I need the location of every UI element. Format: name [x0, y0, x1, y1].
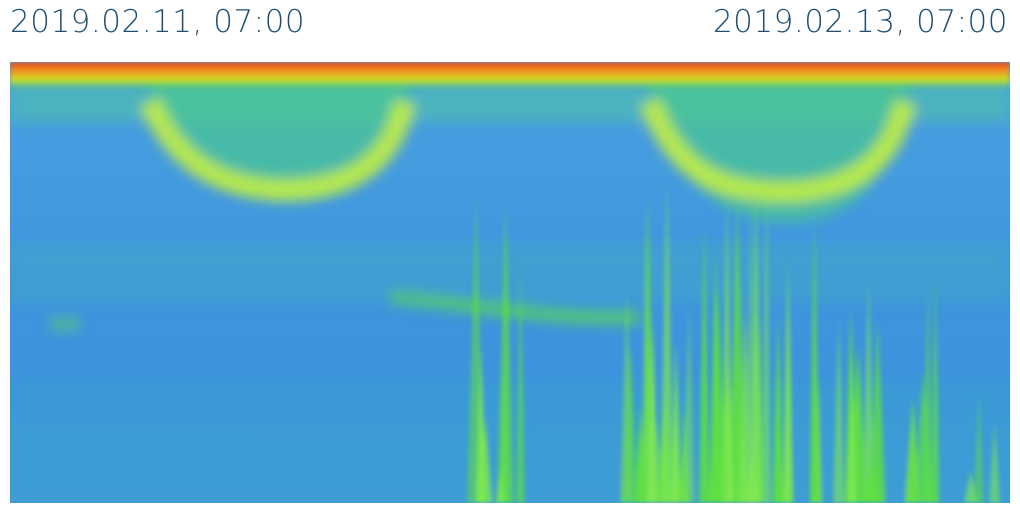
spike: [475, 346, 486, 503]
spike: [647, 303, 657, 503]
spike: [772, 313, 784, 503]
spike: [721, 319, 728, 503]
spike: [660, 182, 674, 503]
spike: [699, 224, 710, 503]
spike: [964, 470, 978, 503]
spike: [709, 254, 722, 503]
spike: [622, 343, 639, 503]
echogram: [10, 62, 1010, 503]
spike: [671, 340, 681, 503]
spike: [739, 285, 749, 503]
spike: [989, 422, 1001, 503]
spike: [931, 278, 940, 503]
end-time-label: 2019.02.13, 07:00: [712, 4, 1008, 40]
spike: [974, 394, 984, 503]
spike: [495, 468, 505, 503]
spike: [782, 262, 794, 503]
spike: [634, 404, 647, 503]
spike: [682, 302, 695, 503]
start-time-label: 2019.02.11, 07:00: [10, 4, 306, 40]
spike: [516, 266, 525, 503]
spike: [750, 192, 762, 503]
spike: [862, 279, 875, 503]
spike: [497, 205, 514, 503]
spike: [914, 370, 932, 503]
spike: [849, 352, 857, 503]
spike: [833, 317, 845, 503]
spike: [642, 202, 651, 503]
spike: [873, 379, 882, 503]
spike: [809, 221, 820, 503]
spikes: [467, 182, 1001, 503]
surface-band: [10, 62, 1010, 90]
spike: [906, 399, 920, 503]
spike: [761, 189, 772, 503]
